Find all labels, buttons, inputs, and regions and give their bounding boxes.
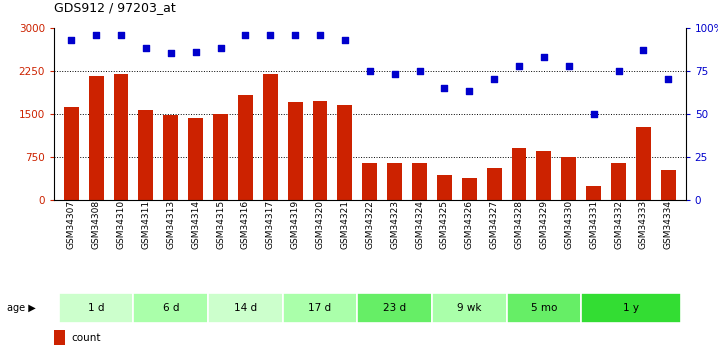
Bar bbox=[387, 163, 402, 200]
Point bbox=[289, 32, 301, 37]
Text: GDS912 / 97203_at: GDS912 / 97203_at bbox=[54, 1, 176, 14]
Bar bbox=[188, 118, 203, 200]
Point bbox=[314, 32, 326, 37]
Text: 14 d: 14 d bbox=[234, 303, 257, 313]
Point bbox=[638, 47, 649, 53]
Point bbox=[215, 46, 226, 51]
Bar bbox=[358, 293, 432, 323]
Text: GSM34322: GSM34322 bbox=[365, 200, 374, 249]
Bar bbox=[139, 110, 154, 200]
Point bbox=[116, 32, 127, 37]
Text: age ▶: age ▶ bbox=[7, 303, 36, 313]
Text: GSM34324: GSM34324 bbox=[415, 200, 424, 249]
Text: GSM34315: GSM34315 bbox=[216, 200, 225, 249]
Point bbox=[90, 32, 102, 37]
Bar bbox=[507, 293, 581, 323]
Text: GSM34331: GSM34331 bbox=[589, 200, 598, 249]
Text: 1 d: 1 d bbox=[88, 303, 104, 313]
Point bbox=[439, 85, 450, 91]
Bar bbox=[89, 77, 103, 200]
Bar bbox=[581, 293, 681, 323]
Bar bbox=[238, 96, 253, 200]
Text: GSM34308: GSM34308 bbox=[92, 200, 101, 249]
Text: GSM34328: GSM34328 bbox=[515, 200, 523, 249]
Bar bbox=[59, 293, 134, 323]
Text: 23 d: 23 d bbox=[383, 303, 406, 313]
Point bbox=[538, 54, 550, 60]
Bar bbox=[437, 175, 452, 200]
Text: GSM34321: GSM34321 bbox=[340, 200, 350, 249]
Point bbox=[65, 37, 77, 42]
Point bbox=[165, 51, 177, 56]
Bar bbox=[586, 186, 601, 200]
Bar bbox=[611, 163, 626, 200]
Text: GSM34327: GSM34327 bbox=[490, 200, 498, 249]
Point bbox=[190, 49, 201, 55]
Bar bbox=[134, 293, 208, 323]
Text: GSM34319: GSM34319 bbox=[291, 200, 299, 249]
Text: GSM34326: GSM34326 bbox=[465, 200, 474, 249]
Text: 5 mo: 5 mo bbox=[531, 303, 557, 313]
Bar bbox=[511, 148, 526, 200]
Bar bbox=[363, 163, 377, 200]
Text: GSM34314: GSM34314 bbox=[191, 200, 200, 249]
Bar bbox=[536, 151, 551, 200]
Bar bbox=[661, 170, 676, 200]
Text: 1 y: 1 y bbox=[623, 303, 639, 313]
Bar bbox=[213, 115, 228, 200]
Bar bbox=[636, 127, 651, 200]
Bar bbox=[208, 293, 283, 323]
Bar bbox=[113, 73, 129, 200]
Text: 6 d: 6 d bbox=[162, 303, 179, 313]
Text: GSM34313: GSM34313 bbox=[167, 200, 175, 249]
Point bbox=[389, 71, 401, 77]
Text: 17 d: 17 d bbox=[309, 303, 332, 313]
Text: GSM34334: GSM34334 bbox=[663, 200, 673, 249]
Bar bbox=[312, 101, 327, 200]
Text: GSM34323: GSM34323 bbox=[390, 200, 399, 249]
Text: GSM34333: GSM34333 bbox=[639, 200, 648, 249]
Text: GSM34320: GSM34320 bbox=[315, 200, 325, 249]
Bar bbox=[263, 73, 278, 200]
Text: GSM34316: GSM34316 bbox=[241, 200, 250, 249]
Text: count: count bbox=[72, 333, 101, 343]
Text: GSM34325: GSM34325 bbox=[440, 200, 449, 249]
Bar bbox=[337, 105, 353, 200]
Point bbox=[513, 63, 525, 68]
Text: GSM34307: GSM34307 bbox=[67, 200, 76, 249]
Bar bbox=[288, 102, 302, 200]
Text: 9 wk: 9 wk bbox=[457, 303, 482, 313]
Text: GSM34330: GSM34330 bbox=[564, 200, 573, 249]
Point bbox=[240, 32, 251, 37]
Bar bbox=[487, 168, 502, 200]
Bar bbox=[163, 115, 178, 200]
Text: GSM34317: GSM34317 bbox=[266, 200, 275, 249]
Point bbox=[663, 77, 674, 82]
Point bbox=[364, 68, 376, 73]
Point bbox=[339, 37, 350, 42]
Point bbox=[414, 68, 425, 73]
Bar bbox=[283, 293, 358, 323]
Point bbox=[264, 32, 276, 37]
Point bbox=[563, 63, 574, 68]
Text: GSM34311: GSM34311 bbox=[141, 200, 150, 249]
Point bbox=[140, 46, 151, 51]
Point bbox=[612, 68, 624, 73]
Bar bbox=[432, 293, 507, 323]
Text: GSM34310: GSM34310 bbox=[116, 200, 126, 249]
Bar bbox=[561, 157, 577, 200]
Bar bbox=[64, 107, 79, 200]
Text: GSM34332: GSM34332 bbox=[614, 200, 623, 249]
Point bbox=[588, 111, 600, 117]
Bar bbox=[462, 178, 477, 200]
Point bbox=[464, 89, 475, 94]
Text: GSM34329: GSM34329 bbox=[539, 200, 549, 249]
Bar bbox=[54, 330, 65, 345]
Bar bbox=[412, 163, 427, 200]
Point bbox=[488, 77, 500, 82]
